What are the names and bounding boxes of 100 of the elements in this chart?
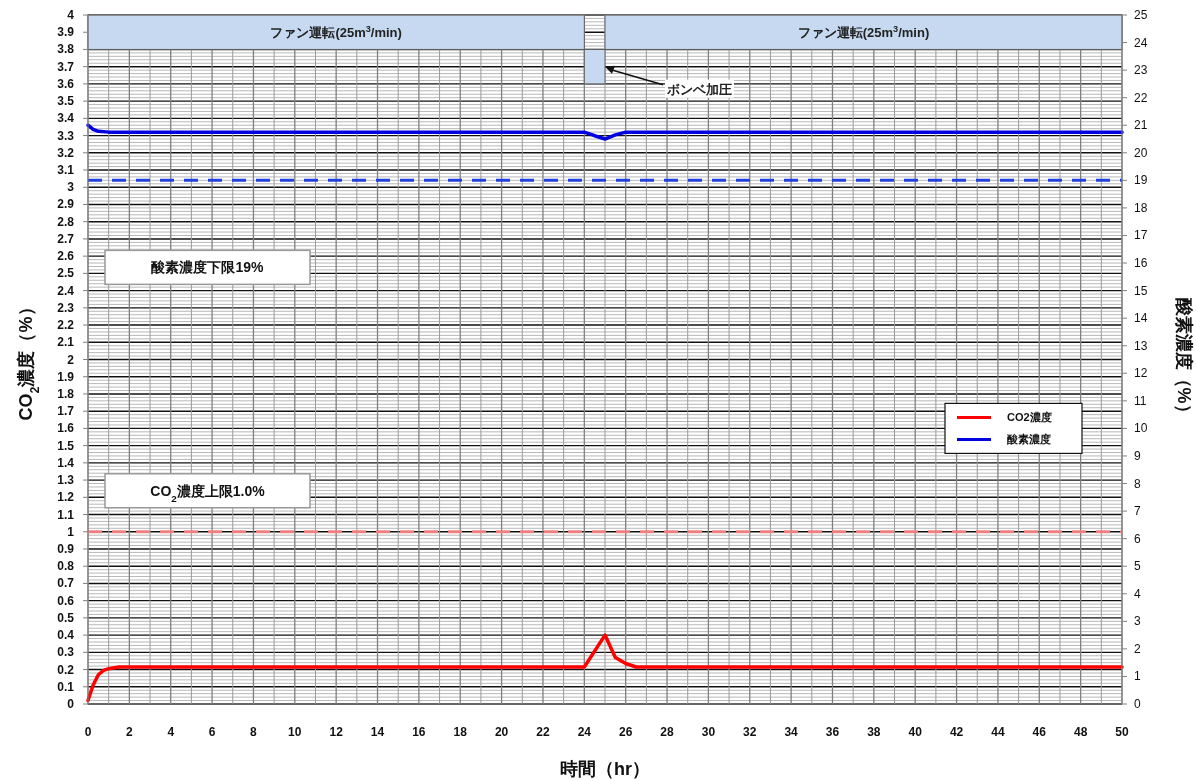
x-tick-label: 12	[329, 725, 344, 739]
y-tick-label: 3.7	[57, 59, 75, 74]
y-tick-label: 0.1	[57, 679, 75, 694]
y2-tick-label: 23	[1134, 63, 1148, 78]
y2-tick-label: 4	[1134, 586, 1141, 601]
y-tick-label: 3.6	[57, 76, 75, 91]
y-tick-label: 4	[67, 8, 75, 22]
y2-tick-label: 10	[1134, 421, 1148, 436]
y-tick-label: 3.9	[57, 25, 75, 40]
y-tick-label: 3.4	[57, 111, 75, 126]
y2-tick-label: 21	[1134, 118, 1148, 133]
y2-tick-label: 20	[1134, 145, 1148, 160]
x-tick-label: 38	[867, 725, 881, 739]
y-tick-label: 0	[67, 697, 75, 711]
x-tick-label: 24	[577, 725, 592, 739]
y-tick-label: 3	[67, 180, 75, 195]
y2-tick-label: 12	[1134, 366, 1148, 381]
y2-tick-label: 6	[1134, 531, 1141, 546]
y-tick-label: 3.1	[57, 163, 75, 178]
y2-tick-label: 5	[1134, 559, 1141, 574]
y-tick-label: 1.5	[57, 438, 75, 453]
y2-tick-label: 7	[1134, 504, 1141, 519]
x-tick-label: 46	[1032, 725, 1047, 739]
y-tick-label: 0.4	[57, 628, 75, 643]
y2-tick-label: 8	[1134, 476, 1141, 491]
x-tick-label: 40	[908, 725, 923, 739]
y-tick-label: 3.3	[57, 128, 75, 143]
x-axis-title: 時間（hr）	[560, 759, 650, 779]
x-tick-label: 34	[784, 725, 799, 739]
y-tick-label: 2.1	[57, 335, 75, 350]
y2-tick-label: 22	[1134, 90, 1148, 105]
x-tick-label: 42	[949, 725, 964, 739]
y-tick-label: 1.2	[57, 490, 75, 505]
y-tick-label: 0.6	[57, 593, 75, 608]
x-tick-label: 16	[412, 725, 426, 739]
x-tick-label: 44	[991, 725, 1005, 739]
y-tick-label: 1.8	[57, 386, 75, 401]
y2-tick-label: 1	[1134, 669, 1141, 684]
x-tick-label: 20	[494, 725, 509, 739]
y-tick-label: 2.7	[57, 231, 75, 246]
y-tick-label: 0.2	[57, 662, 75, 677]
y-tick-label: 1	[67, 524, 75, 539]
y-tick-label: 1.3	[57, 473, 75, 488]
legend-label: 酸素濃度	[1007, 433, 1051, 446]
y2-tick-label: 18	[1134, 200, 1148, 215]
y-tick-label: 1.9	[57, 369, 75, 384]
y2-tick-label: 0	[1134, 697, 1141, 711]
x-tick-label: 28	[660, 725, 675, 739]
x-tick-label: 10	[288, 725, 302, 739]
y-tick-label: 2.2	[57, 318, 75, 333]
x-tick-label: 8	[250, 725, 258, 739]
y2-tick-label: 24	[1134, 35, 1148, 50]
y2-tick-label: 16	[1134, 256, 1148, 271]
y2-tick-label: 13	[1134, 338, 1148, 353]
x-tick-label: 32	[743, 725, 757, 739]
y-tick-label: 0.8	[57, 559, 75, 574]
x-tick-label: 14	[370, 725, 385, 739]
x-tick-label: 2	[126, 725, 134, 739]
x-tick-label: 30	[701, 725, 716, 739]
y-tick-label: 3.2	[57, 145, 75, 160]
y-tick-label: 2.9	[57, 197, 75, 212]
x-tick-label: 50	[1115, 725, 1129, 739]
annotation: CO$_{2}$濃度上限1.0%	[150, 482, 266, 504]
y-tick-label: 2	[67, 352, 75, 367]
x-tick-label: 0	[84, 725, 92, 739]
y2-tick-label: 25	[1134, 8, 1148, 22]
y-tick-label: 2.6	[57, 249, 75, 264]
y-tick-label: 2.3	[57, 300, 75, 315]
annotation: ボンベ加圧	[605, 65, 734, 98]
y-tick-label: 0.9	[57, 541, 75, 556]
y-tick-label: 2.8	[57, 214, 75, 229]
y-tick-label: 1.4	[57, 455, 75, 470]
band-label: ファン運転(25m$^{3}$/min)	[270, 24, 402, 41]
y-tick-label: 2.5	[57, 266, 75, 281]
y2-tick-label: 19	[1134, 173, 1148, 188]
y2-axis-title: 酸素濃度（%）	[1174, 297, 1194, 422]
y-tick-label: 0.5	[57, 610, 75, 625]
annotation: ボンベ加圧	[666, 81, 732, 97]
y-tick-label: 3.8	[57, 42, 75, 57]
y-tick-label: 3.5	[57, 94, 75, 109]
band-label: ファン運転(25m$^{3}$/min)	[797, 24, 930, 41]
y-tick-label: 1.7	[57, 404, 75, 419]
y2-tick-label: 15	[1134, 283, 1148, 298]
y2-tick-label: 17	[1134, 228, 1148, 243]
y2-tick-label: 2	[1134, 641, 1141, 656]
y-tick-label: 0.3	[57, 645, 75, 660]
y-tick-label: 1.6	[57, 421, 75, 436]
y-tick-label: 1.1	[57, 507, 75, 522]
y2-tick-label: 11	[1134, 393, 1147, 408]
y2-tick-label: 3	[1134, 614, 1141, 629]
annotation: 酸素濃度下限19%	[151, 259, 265, 276]
y-tick-label: 2.4	[57, 283, 75, 298]
x-tick-label: 48	[1073, 725, 1088, 739]
x-tick-label: 4	[167, 725, 175, 739]
x-tick-label: 36	[825, 725, 840, 739]
y-tick-label: 0.7	[57, 576, 75, 591]
x-tick-label: 18	[453, 725, 468, 739]
x-tick-label: 26	[619, 725, 633, 739]
legend-label: CO2濃度	[1007, 411, 1052, 424]
y2-tick-label: 14	[1134, 311, 1148, 326]
